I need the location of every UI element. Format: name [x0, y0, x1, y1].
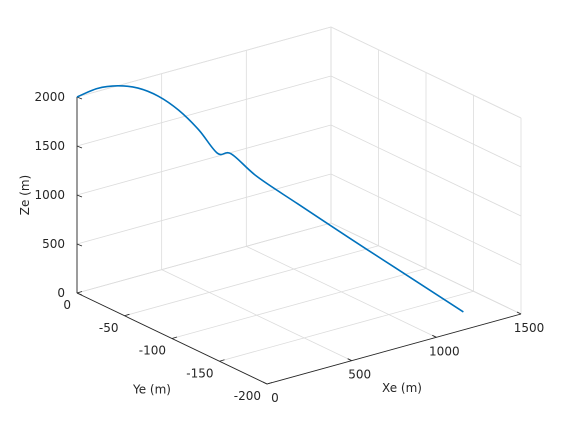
x-tick-mark	[347, 358, 352, 362]
floor-gridline-y	[124, 245, 379, 317]
y-tick-mark	[171, 336, 178, 339]
z-tick-label: 2000	[34, 90, 65, 104]
y-axis-label: Ye (m)	[132, 383, 171, 397]
backwall-gridline-z	[76, 75, 332, 147]
y-tick-label: -100	[139, 344, 166, 358]
sidewall-gridline-z	[330, 222, 522, 315]
series-layer	[76, 84, 464, 313]
trajectory-line-series-0	[76, 84, 464, 313]
y-tick-label: 0	[63, 298, 71, 312]
tick-label-layer: 0 500 1000 1500 0 -50 -100 -150 -200 0 500 1000 1500…	[34, 90, 544, 405]
axes-layer	[76, 96, 522, 385]
z-tick-mark	[76, 243, 83, 247]
backwall-gridline-z	[76, 173, 332, 245]
x-tick-mark	[432, 334, 437, 338]
x-tick-label: 500	[348, 368, 371, 382]
x-axis-label: Xe (m)	[382, 381, 422, 395]
z-axis-label: Ze (m)	[18, 175, 32, 215]
z-tick-mark	[76, 194, 83, 198]
y-tick-label: -200	[234, 389, 261, 403]
grid-layer	[76, 26, 522, 385]
sidewall-gridline-z	[330, 173, 522, 266]
z-tick-mark	[76, 145, 83, 149]
z-tick-mark	[76, 292, 83, 296]
sidewall-gridline-z	[330, 124, 522, 217]
x-tick-label: 1500	[514, 321, 545, 335]
z-tick-label: 1500	[34, 139, 65, 153]
y-tick-mark	[76, 291, 83, 294]
y-tick-label: -150	[186, 366, 213, 380]
z-tick-label: 1000	[34, 188, 65, 202]
sidewall-gridline-z	[330, 75, 522, 168]
backwall-gridline-z	[76, 124, 332, 196]
floor-gridline-y	[219, 290, 474, 362]
floor-gridline-y	[171, 268, 427, 339]
x-tick-mark	[516, 311, 522, 315]
y-tick-label: -50	[99, 321, 119, 335]
x-axis-line	[266, 313, 522, 385]
x-tick-label: 0	[271, 391, 279, 405]
y-tick-mark	[266, 382, 273, 385]
backwall-gridline-z	[76, 222, 332, 294]
x-tick-mark	[262, 381, 268, 385]
box-edge-top-side	[330, 26, 522, 119]
z-tick-label: 500	[42, 237, 65, 251]
z-tick-label: 0	[57, 286, 65, 300]
y-tick-mark	[219, 359, 225, 362]
x-tick-label: 1000	[429, 344, 460, 358]
y-tick-mark	[124, 313, 130, 317]
